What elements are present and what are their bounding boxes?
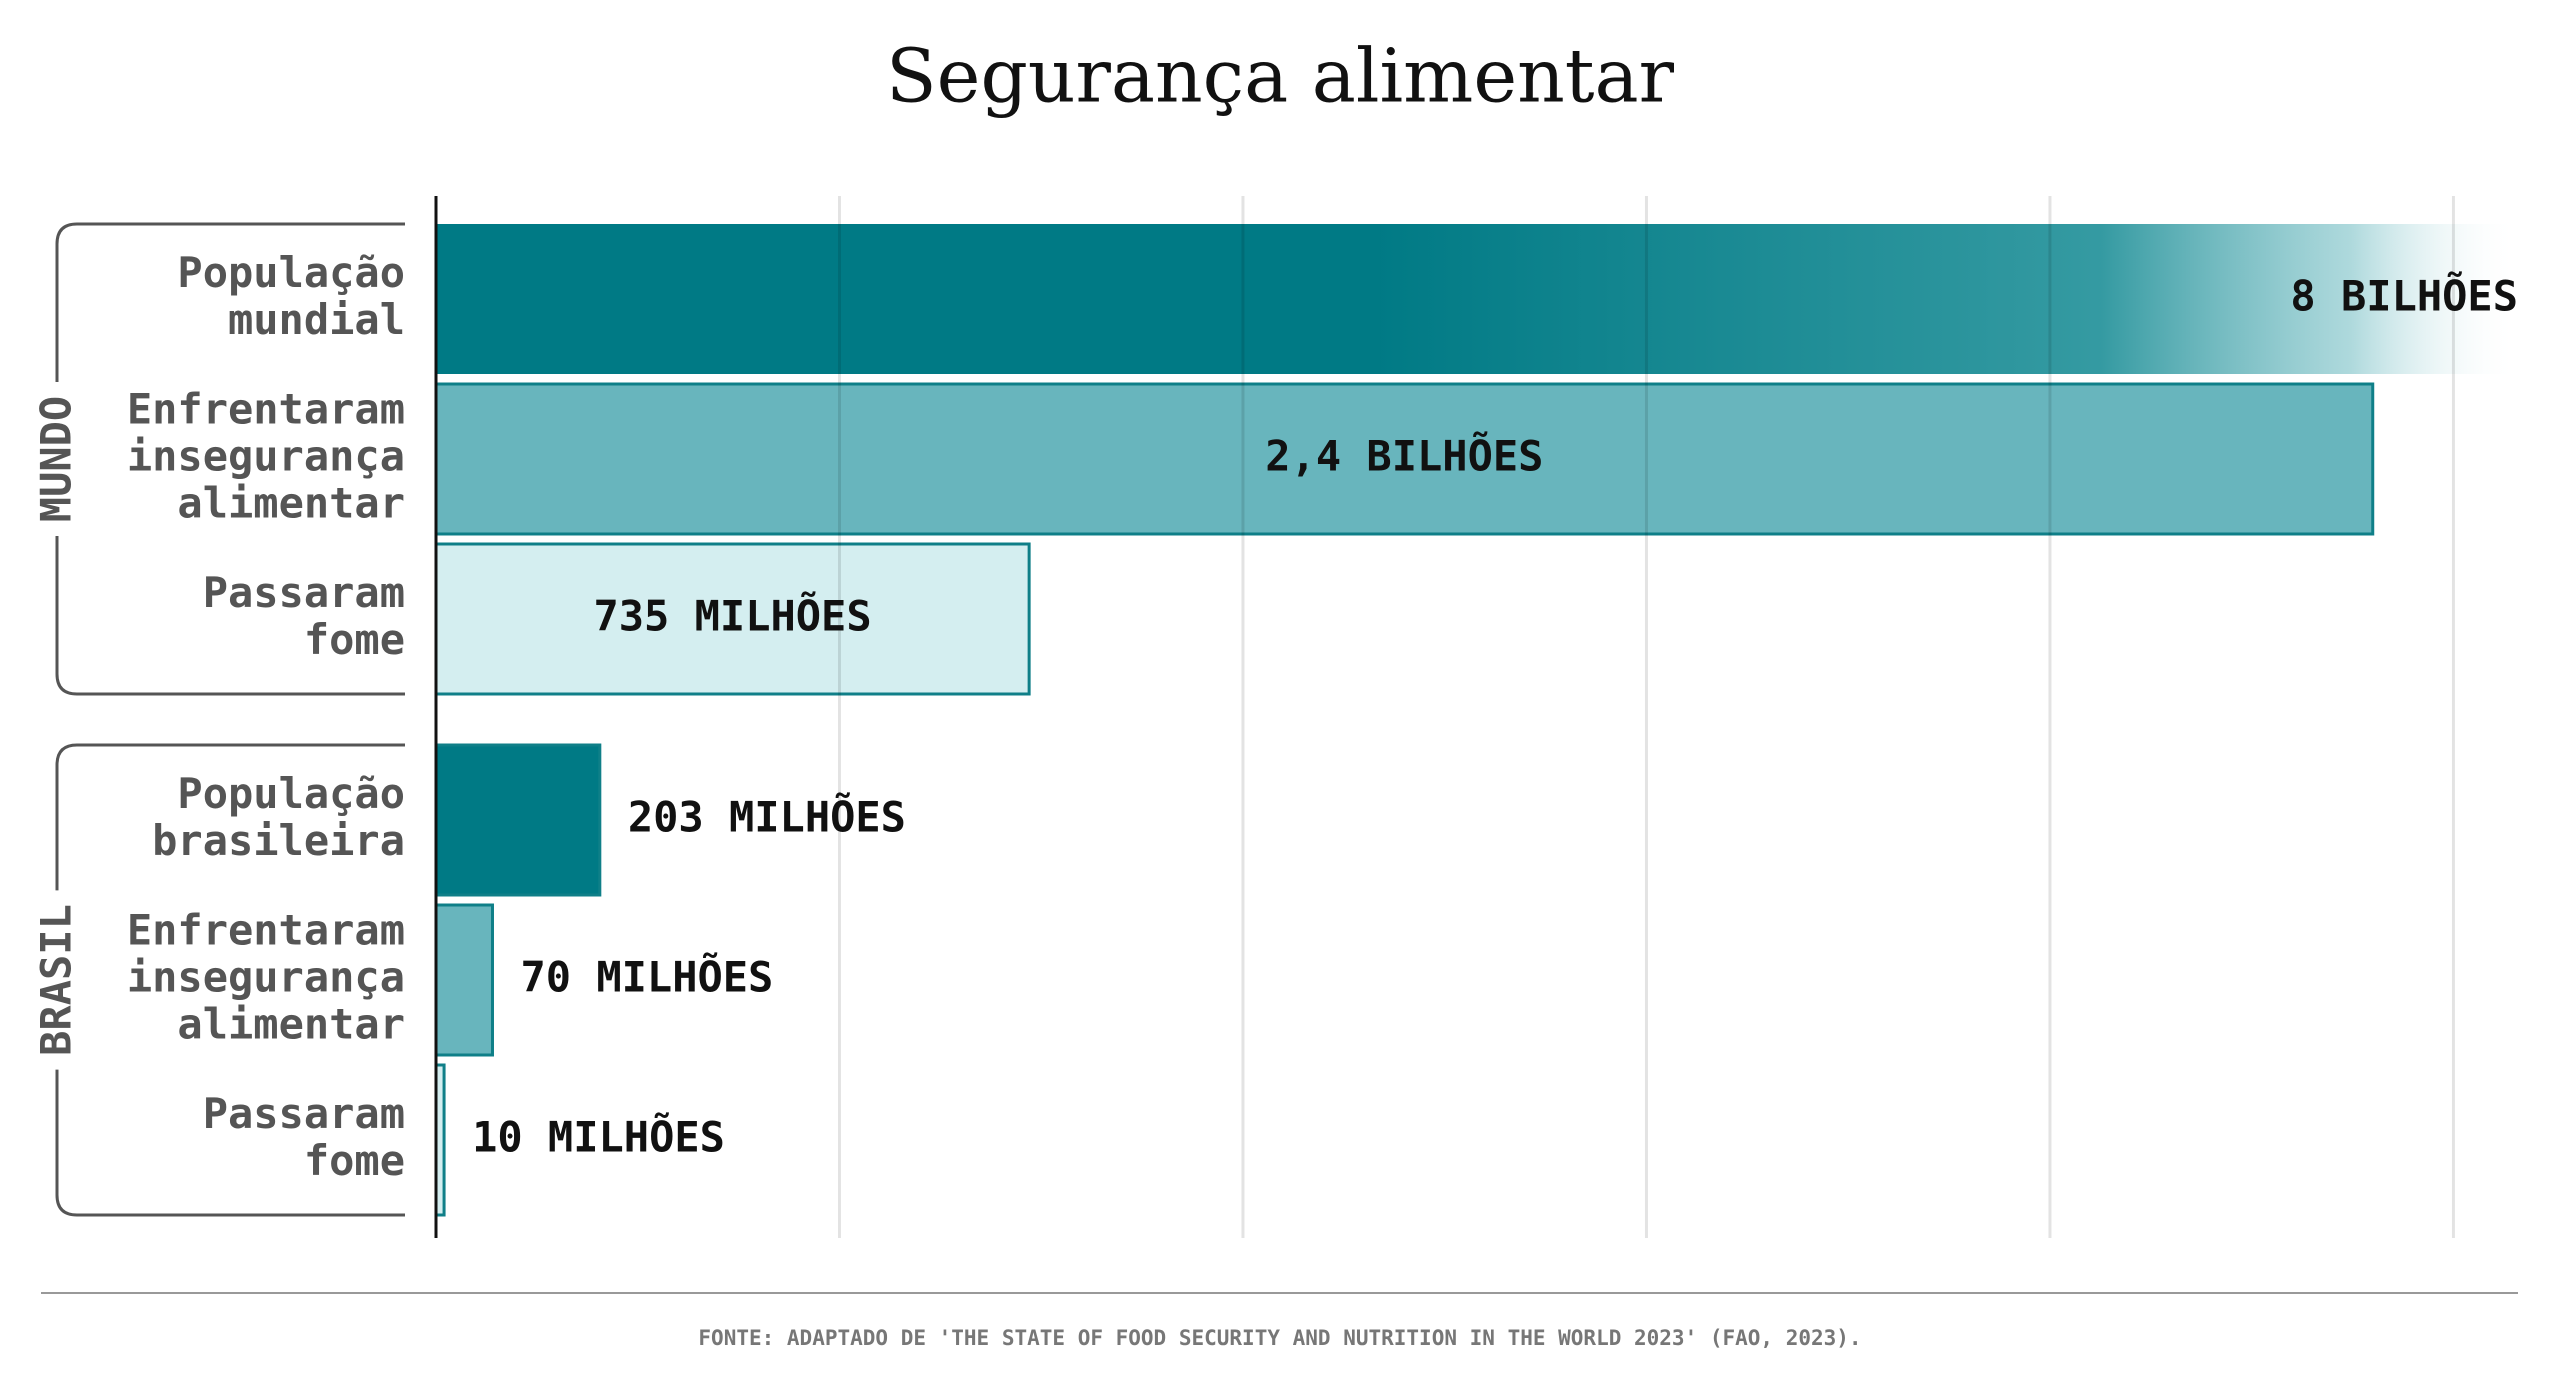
source-note: FONTE: ADAPTADO DE 'THE STATE OF FOOD SE… <box>698 1326 1861 1350</box>
category-label: Enfrentaram insegurança alimentar <box>127 906 405 1049</box>
value-label: 8 BILHÕES <box>2290 271 2518 321</box>
category-line: mundial <box>228 295 405 344</box>
value-label: 203 MILHÕES <box>628 792 906 842</box>
category-line: Passaram <box>203 568 405 617</box>
chart-title: Segurança alimentar <box>886 33 1675 119</box>
category-line: brasileira <box>152 816 405 865</box>
category-line: População <box>177 248 405 297</box>
category-line: fome <box>304 615 405 664</box>
category-label: Passaram fome <box>203 1089 405 1185</box>
bar <box>436 224 2518 374</box>
category-label: Passaram fome <box>203 568 405 664</box>
value-label: 10 MILHÕES <box>472 1112 725 1162</box>
group-bracket <box>55 743 405 1217</box>
category-line: alimentar <box>177 1000 405 1049</box>
category-label: População mundial <box>177 248 405 344</box>
category-line: alimentar <box>177 479 405 528</box>
category-line: insegurança <box>127 432 405 481</box>
value-label: 70 MILHÕES <box>520 952 773 1002</box>
category-line: fome <box>304 1136 405 1185</box>
category-line: População <box>177 769 405 818</box>
category-line: Enfrentaram <box>127 385 405 434</box>
category-line: Enfrentaram <box>127 906 405 955</box>
group-bracket <box>55 222 405 696</box>
bar <box>434 382 2375 536</box>
group-label: MUNDO <box>32 396 81 522</box>
category-label: Enfrentaram insegurança alimentar <box>127 385 405 528</box>
bar <box>434 743 602 897</box>
bars <box>434 224 2518 1217</box>
category-label: População brasileira <box>152 769 405 865</box>
category-line: Passaram <box>203 1089 405 1138</box>
bar <box>434 903 494 1057</box>
group-label: BRASIL <box>32 904 81 1056</box>
value-label: 735 MILHÕES <box>593 591 871 641</box>
category-line: insegurança <box>127 953 405 1002</box>
grid <box>434 196 2455 1238</box>
value-label: 2,4 BILHÕES <box>1265 431 1543 481</box>
bar <box>434 542 1031 696</box>
